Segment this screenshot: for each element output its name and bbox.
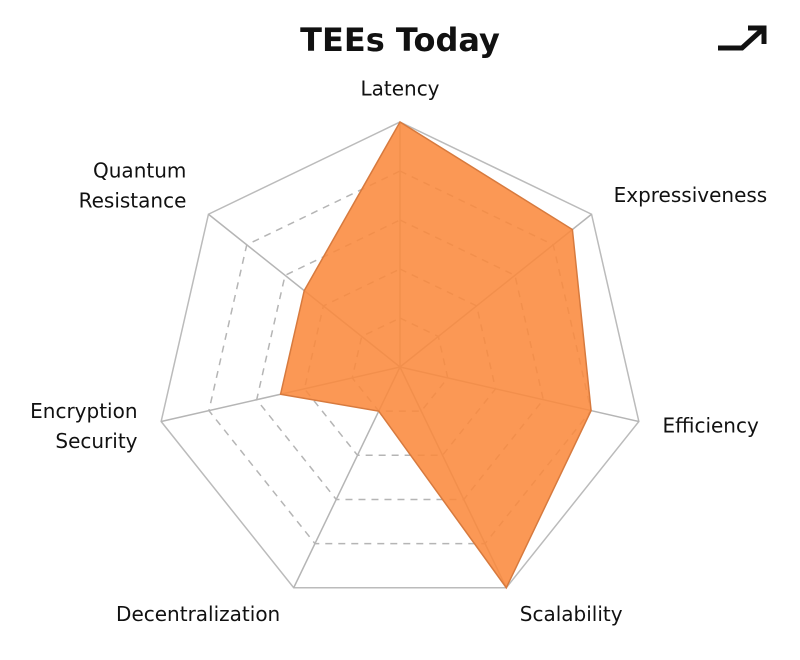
axis-label: Decentralization: [116, 602, 280, 626]
axis-label: Scalability: [520, 602, 623, 626]
axis-label: Efficiency: [662, 413, 759, 437]
radar-area: [279, 120, 592, 590]
grid-ring: [160, 121, 640, 589]
arrow-line: [718, 26, 766, 51]
axis-label: Quantum Resistance: [79, 158, 187, 212]
arrow-head: [748, 25, 767, 44]
axis-label: Latency: [360, 77, 439, 101]
chart-title: TEEs Today: [300, 21, 500, 59]
axis-label: Encryption Security: [30, 398, 138, 452]
share-icon[interactable]: [718, 25, 767, 51]
axis-label: Expressiveness: [614, 183, 768, 207]
